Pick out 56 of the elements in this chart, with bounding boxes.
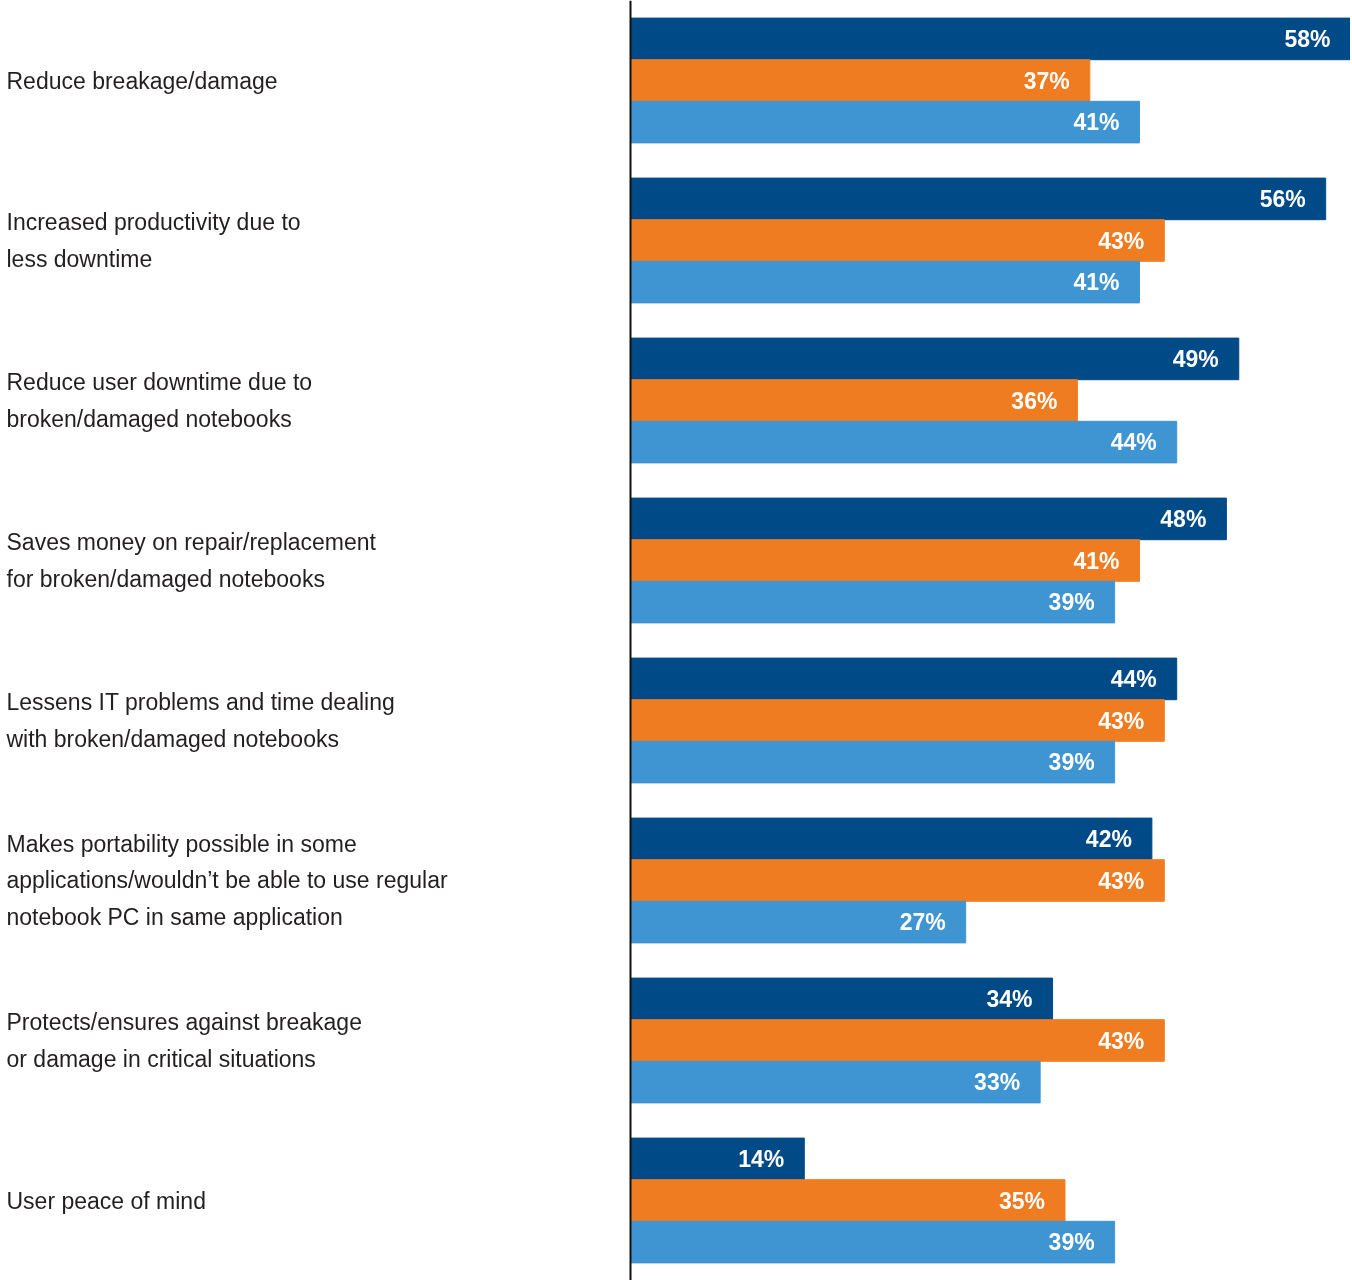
data-label: 41% [1073, 109, 1120, 136]
bar [630, 379, 1078, 422]
bar [630, 817, 1153, 861]
data-label: 39% [1048, 1229, 1095, 1256]
data-label: 35% [998, 1187, 1045, 1214]
y-tick-label: Protects/ensures against breakage or damage in critical situations [6, 1009, 362, 1072]
data-label: 48% [1160, 505, 1207, 532]
y-tick-label: Reduce user downtime due to broken/damaged notebooks [6, 369, 313, 432]
data-label: 27% [899, 909, 946, 936]
y-tick-label: Saves money on repair/replacement for broken/damaged notebooks [6, 529, 377, 592]
bar [630, 977, 1054, 1021]
bar [630, 1179, 1066, 1222]
data-label: 41% [1073, 269, 1120, 296]
data-label: 41% [1073, 547, 1120, 574]
y-tick-label: Increased productivity due to less downtime [6, 209, 301, 272]
y-tick-label: Makes portability possible in some applications/wouldn’t be able to use regular notebook PC in same application [6, 831, 448, 930]
data-label: 43% [1098, 227, 1145, 254]
data-label: 58% [1284, 25, 1331, 52]
bar [630, 699, 1165, 742]
bar [630, 859, 1165, 902]
data-label: 44% [1110, 429, 1157, 456]
data-label: 36% [1011, 387, 1058, 414]
data-label: 44% [1110, 665, 1157, 692]
bar [630, 100, 1140, 144]
bar [630, 59, 1091, 102]
bar [630, 420, 1178, 464]
data-label: 34% [986, 985, 1033, 1012]
bar [630, 260, 1140, 304]
bar [630, 1137, 805, 1181]
bar [630, 337, 1240, 381]
bar [630, 17, 1350, 61]
bar [630, 1220, 1116, 1264]
data-label: 49% [1172, 345, 1219, 372]
data-label: 39% [1048, 749, 1095, 776]
bar [630, 219, 1165, 262]
y-tick-label: Lessens IT problems and time dealing with broken/damaged notebooks [5, 689, 395, 752]
data-label: 39% [1048, 589, 1095, 616]
bar [630, 539, 1140, 582]
bar [630, 1019, 1165, 1062]
bar [630, 580, 1116, 624]
bar [630, 177, 1327, 221]
data-label: 37% [1023, 67, 1070, 94]
data-label: 42% [1085, 825, 1132, 852]
bar [630, 900, 967, 944]
data-label: 43% [1098, 1027, 1145, 1054]
y-tick-label: Reduce breakage/damage [6, 67, 278, 94]
bar [630, 740, 1116, 784]
data-label: 56% [1259, 185, 1306, 212]
data-label: 43% [1098, 867, 1145, 894]
data-label: 14% [738, 1145, 785, 1172]
y-tick-label: User peace of mind [6, 1187, 206, 1214]
bar [630, 657, 1178, 701]
bar [630, 497, 1227, 541]
data-label: 43% [1098, 707, 1145, 734]
data-label: 33% [974, 1069, 1021, 1096]
bar [630, 1060, 1041, 1104]
